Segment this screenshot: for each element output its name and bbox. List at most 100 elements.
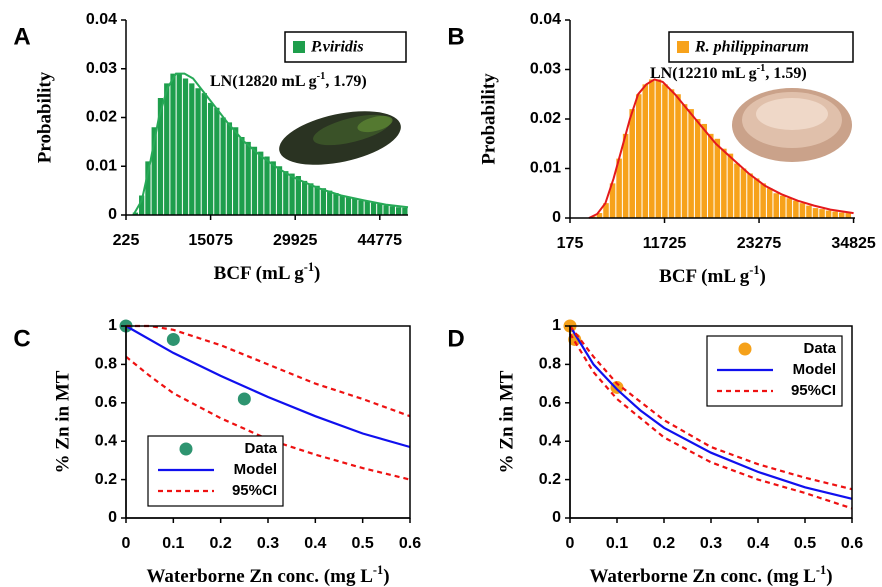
histogram-bar [402,207,408,215]
x-axis-label: Waterborne Zn conc. (mg L-1) [589,563,832,587]
x-tick-label: 11725 [643,235,687,252]
legend-label: 95%CI [232,482,277,499]
histogram-bar [314,185,320,215]
histogram-bar [226,122,233,215]
x-axis-label-part: -1 [749,263,759,277]
histogram-bar [707,133,714,218]
annotation-part: LN(12210 mL g [650,65,757,82]
y-tick-label: 0.03 [530,61,561,78]
x-tick-label: 0.3 [700,535,722,552]
histogram-bar [786,198,793,218]
histogram-bar [812,208,819,218]
annotation: LN(12210 mL g-1, 1.59) [650,63,807,82]
histogram-bar [642,84,649,218]
histogram-bar [806,205,812,218]
histogram-bar [747,173,753,218]
x-tick-label: 0.3 [257,535,279,552]
fit-curve [588,78,854,219]
fit-curve [132,72,409,216]
y-axis-label: Probability [34,71,55,163]
x-axis-label-part: ) [314,263,320,284]
x-axis-label-part: Waterborne Zn conc. (mg L [146,566,372,587]
legend-label: Data [244,440,277,457]
histogram-bar [799,203,806,218]
panel-label: B [447,23,464,50]
histogram-bar [668,89,675,218]
histogram-bar [276,166,283,215]
x-tick-label: 0.5 [794,535,816,552]
annotation-part: , 1.79) [325,73,366,90]
x-tick-label: 175 [557,235,584,252]
histogram-bar [714,138,721,218]
y-axis-label: Probability [478,73,499,165]
x-axis-label-part: ) [383,566,389,587]
x-axis-label-part: BCF (mL g [214,263,305,284]
x-axis-label-part: ) [760,266,766,287]
ci-line [125,355,411,481]
histogram-bar [688,109,694,218]
y-tick-label: 0.01 [86,157,117,174]
x-tick-label: 0.6 [841,535,863,552]
x-axis-label-part: -1 [304,260,314,274]
legend-marker [179,442,193,456]
histogram-bar [352,198,358,215]
histogram-bar [370,202,377,215]
x-axis-label-part: -1 [816,563,826,577]
legend-box [668,31,854,63]
annotation-part: LN(12820 mL g [210,73,317,90]
x-tick-label: 225 [113,232,140,249]
histogram-bar [170,73,176,215]
histogram-bar [358,200,364,215]
histogram-bar [164,83,170,215]
model-line [569,325,853,500]
x-tick-label: 0 [566,535,575,552]
histogram-bar [207,102,214,215]
histogram-bar [264,156,270,215]
histogram-bar [189,83,195,215]
x-tick-label: 0.4 [304,535,326,552]
data-point [166,332,180,346]
histogram-bar [793,200,799,218]
histogram-bar [766,188,773,218]
data-point [237,392,251,406]
legend-label: P.viridis [310,39,364,56]
y-tick-label: 0 [108,509,117,526]
y-tick-label: 0.8 [95,356,117,373]
x-axis-label-part: BCF (mL g [659,266,750,287]
legend-label: R. philippinarum [694,39,809,56]
histogram-bar [694,119,701,218]
histogram-bar [327,190,333,215]
histogram-bar [270,161,276,215]
histogram-bar [622,133,629,218]
annotation-part: -1 [757,63,766,74]
histogram-bar [760,183,766,218]
x-tick-label: 0 [122,535,131,552]
model-line [125,325,411,449]
histogram-bar [819,209,825,218]
histogram-bar [201,93,207,215]
annotation: LN(12820 mL g-1, 1.79) [210,71,367,90]
histogram-bar [283,171,289,215]
legend-label: 95%CI [791,382,836,399]
histogram-bar [603,203,609,218]
x-tick-label: 23275 [737,235,782,252]
histogram-bar [251,146,258,215]
x-tick-label: 0.4 [747,535,769,552]
x-axis-label-part: ) [826,566,832,587]
legend-swatch [677,41,689,53]
x-tick-label: 0.2 [210,535,232,552]
x-tick-label: 0.6 [399,535,421,552]
histogram-bar [701,123,707,218]
y-tick-label: 0.04 [86,11,117,28]
histogram-bar [662,84,668,218]
histogram-bar [339,195,345,215]
panel-label: A [13,23,30,50]
y-tick-label: 0.2 [539,471,561,488]
y-tick-label: 0.02 [530,110,561,127]
y-tick-label: 1 [552,317,561,334]
histogram-bar [395,207,402,215]
histogram-bar [301,180,308,215]
histogram-bar [295,176,301,215]
